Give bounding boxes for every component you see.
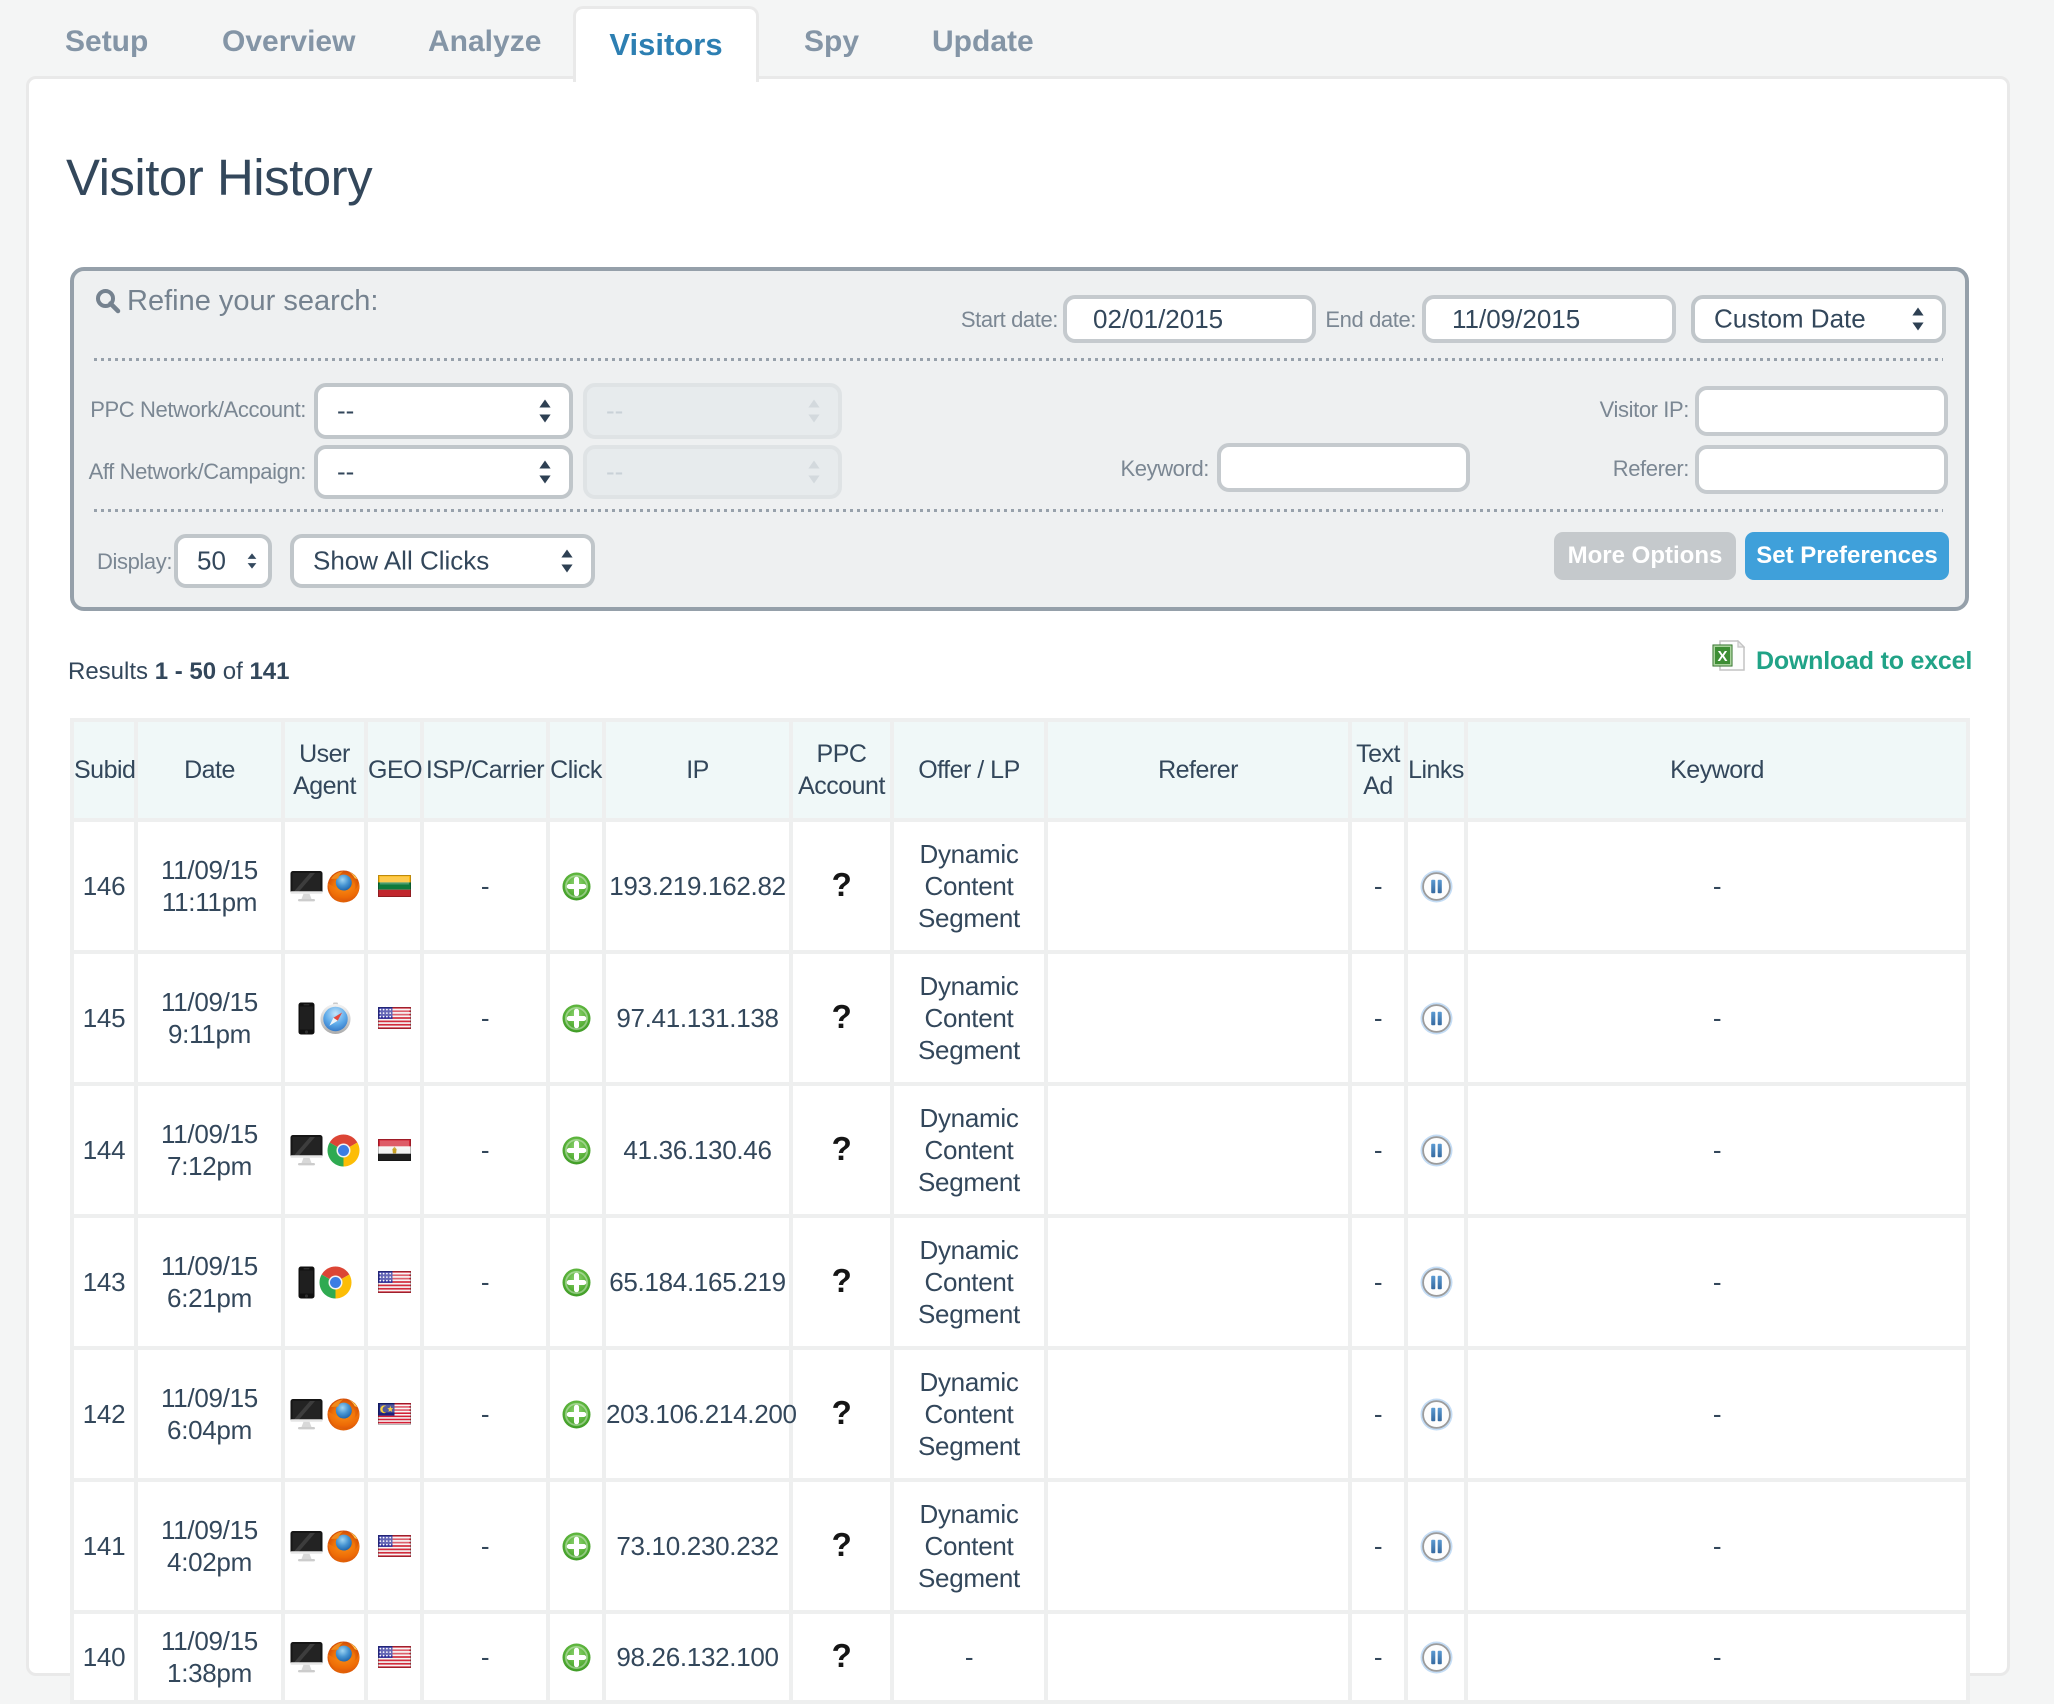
svg-text:X: X <box>1717 648 1727 665</box>
